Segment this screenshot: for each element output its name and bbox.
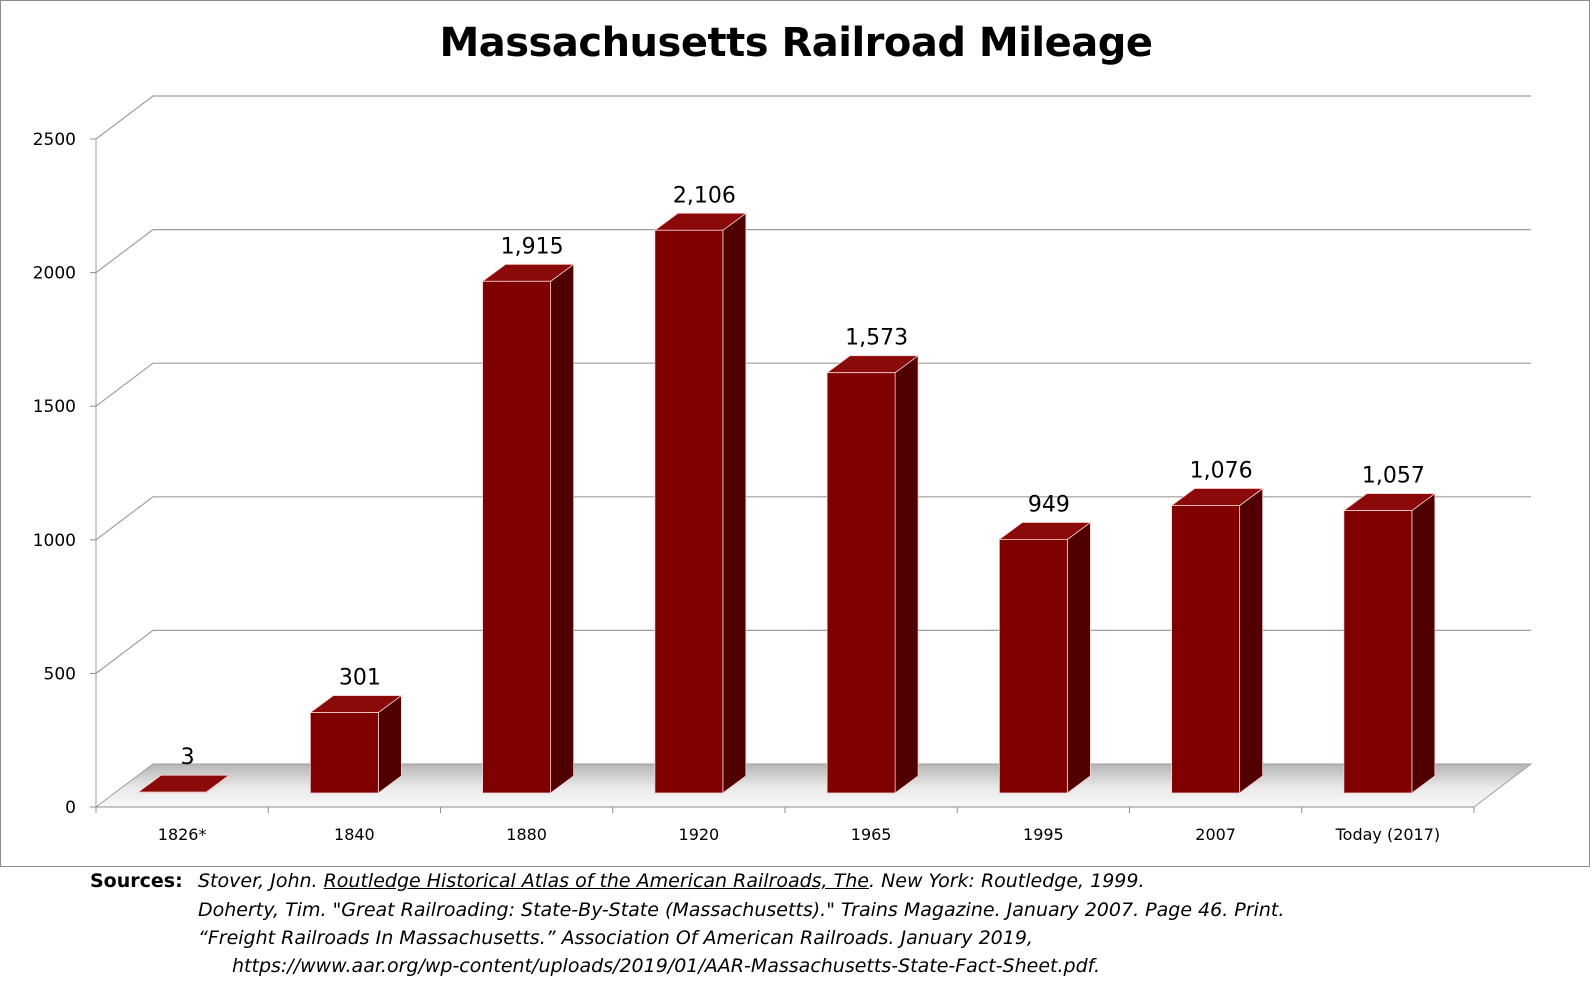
bar-side [722,212,747,794]
y-tick-label: 1000 [33,531,76,551]
source-line-4: https://www.aar.org/wp-content/uploads/2… [232,955,1101,977]
bar [481,263,575,794]
data-label: 1,573 [845,326,908,351]
y-tick-label: 2500 [33,130,76,150]
bar-side [1411,492,1436,794]
chart-walls [95,95,1531,807]
bar-front [826,372,896,794]
bar [309,694,403,794]
bar-front [309,712,379,794]
bar [998,521,1092,794]
y-tick-label: 2000 [33,264,76,284]
chart-svg: Massachusetts Railroad Mileage 0 500 1000 1… [33,20,1533,844]
gridline [95,95,1531,140]
bar-side [1239,487,1264,794]
y-tick-label: 1500 [33,397,76,417]
chart-frame: Massachusetts Railroad Mileage 0 500 1000 1… [0,0,1590,867]
bar [136,774,231,794]
data-label: 301 [339,666,381,691]
bar-side [894,354,919,794]
x-tick-label: 1840 [334,825,375,844]
bar-front [137,791,207,794]
bar-front [998,539,1068,794]
sources-heading: Sources: [90,870,183,892]
data-label: 3 [181,745,195,770]
bar [653,212,748,794]
data-label: 1,076 [1190,458,1253,483]
bar-side [1066,521,1091,794]
x-tick-label: 2007 [1195,825,1236,844]
gridline [95,629,1531,674]
bar [1170,487,1264,794]
gridline [95,229,1531,274]
source-line-3: “Freight Railroads In Massachusetts.” As… [198,927,1033,949]
source-line-1-author: Stover, John. [198,870,324,892]
gridline [95,496,1531,541]
source-line-2: Doherty, Tim. "Great Railroading: State-… [198,899,1285,921]
y-tick-label: 0 [65,798,76,818]
data-label: 1,057 [1362,464,1425,489]
bar-front [1171,505,1241,794]
bar-front [654,229,724,794]
data-label: 1,915 [501,234,564,259]
y-axis: 0 500 1000 1500 2000 2500 [33,130,96,818]
y-tick-label: 500 [44,664,76,684]
x-tick-label: Today (2017) [1335,825,1441,844]
bar [1342,492,1437,794]
data-label: 949 [1028,492,1070,517]
x-tick-label: 1920 [679,825,720,844]
x-axis: 1826* 1840 1880 1920 1965 1995 2007 Today (2017… [95,806,1475,844]
bar [825,354,920,794]
data-label: 2,106 [673,183,736,208]
chart-title: Massachusetts Railroad Mileage [439,20,1152,66]
bars [136,212,1437,794]
x-tick-label: 1995 [1023,825,1064,844]
gridline [95,362,1531,407]
bar-front [1343,510,1413,794]
source-line-1-title: Routledge Historical Atlas of the Americ… [323,870,869,892]
source-line-1: Stover, John. Routledge Historical Atlas… [198,870,1145,892]
x-tick-label: 1880 [506,825,547,844]
x-tick-label: 1826* [158,825,207,844]
source-line-1-rest: . New York: Routledge, 1999. [868,870,1145,892]
bar-front [482,280,552,794]
bar-side [550,263,575,794]
data-labels: 3 301 1,915 2,106 1,573 949 1,076 1,057 [181,183,1425,770]
x-tick-label: 1965 [851,825,892,844]
